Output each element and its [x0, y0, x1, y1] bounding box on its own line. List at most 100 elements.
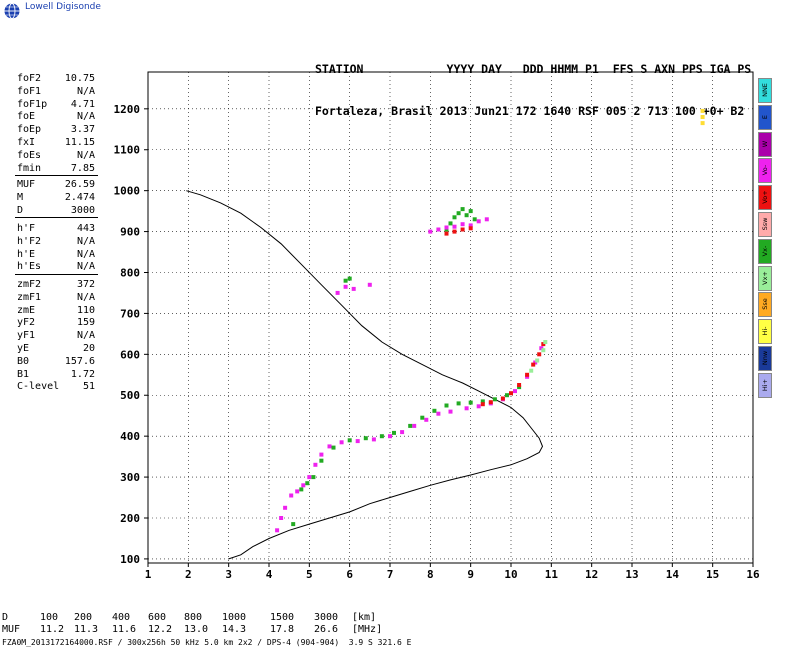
x-tick-label: 13 [625, 568, 638, 581]
legend-label: Ssw [761, 217, 769, 231]
echo-point [517, 383, 522, 387]
echo-point [363, 436, 368, 441]
y-tick-label: 1100 [114, 144, 141, 157]
echo-point [460, 207, 465, 212]
y-tick-label: 300 [120, 471, 140, 484]
param-value: N/A [76, 235, 95, 247]
x-tick-label: 3 [225, 568, 232, 581]
echo-point [436, 227, 441, 232]
legend-swatch: Vo+ [758, 185, 772, 211]
legend-label: Nnw [761, 350, 769, 366]
x-tick-label: 10 [504, 568, 517, 581]
param-row: foE N/A [17, 110, 95, 123]
echo-point [319, 458, 324, 463]
table-cell: 1500 [270, 612, 295, 623]
echo-point [537, 352, 542, 357]
echo-point [343, 278, 348, 283]
param-value: 157.6 [64, 355, 95, 367]
param-row: B0 157.6 [17, 355, 95, 368]
y-tick-label: 100 [120, 553, 140, 566]
param-value: 7.85 [70, 162, 95, 174]
table-cell: 13.0 [184, 624, 209, 635]
echo-point [480, 402, 485, 407]
x-tick-label: 8 [427, 568, 434, 581]
echo-point [464, 213, 469, 218]
param-row: zmE 110 [17, 304, 95, 317]
echo-point [484, 217, 489, 222]
y-tick-label: 600 [120, 348, 140, 361]
y-tick-label: 1200 [114, 103, 141, 116]
echo-point [531, 362, 536, 367]
unit-label: [MHz] [352, 624, 383, 635]
legend-swatch: Nnw [758, 346, 772, 371]
legend-label: W [761, 140, 769, 147]
param-row: foF1p 4.71 [17, 98, 95, 111]
y-tick-label: 200 [120, 512, 140, 525]
param-value: N/A [76, 248, 95, 260]
table-cell: 100 [40, 612, 59, 623]
param-value: 11.15 [64, 137, 95, 148]
y-tick-label: 500 [120, 389, 140, 402]
echo-point [476, 404, 481, 409]
param-row: MUF 26.59 [17, 178, 95, 191]
legend-swatch: Vx- [758, 238, 772, 264]
echo-point [432, 408, 437, 413]
param-row: h'F 443 [17, 222, 95, 235]
echo-point [351, 286, 356, 291]
param-label: h'F [17, 223, 36, 234]
param-label: foF1 [17, 85, 42, 97]
echo-point [476, 219, 481, 224]
unit-label: [km] [352, 612, 377, 623]
plot-frame [147, 71, 754, 564]
param-row: yF1 N/A [17, 329, 95, 342]
param-label: foF1p [17, 98, 48, 110]
legend-swatch: Vo- [758, 158, 772, 184]
param-row: foEp 3.37 [17, 123, 95, 136]
table-cell: 17.8 [270, 624, 295, 635]
param-label: yE [17, 343, 30, 354]
legend-swatch: Sse [758, 292, 772, 318]
x-tick-label: 4 [266, 568, 273, 581]
param-label: zmE [17, 304, 36, 316]
param-label: h'E [17, 248, 36, 260]
header-values: Fortaleza, Brasil 2013 Jun21 172 1640 RS… [315, 104, 745, 118]
echo-point [299, 487, 304, 492]
x-tick-label: 16 [746, 568, 760, 581]
legend-label: Vo+ [761, 190, 769, 204]
param-row: foF2 10.75 [17, 72, 95, 85]
table-cell: 11.6 [112, 624, 137, 635]
row-label: D [2, 612, 9, 623]
echo-point [543, 340, 548, 344]
x-tick-label: 6 [346, 568, 353, 581]
echo-point [456, 211, 461, 216]
param-label: B1 [17, 368, 30, 380]
param-value: 443 [76, 223, 95, 234]
legend-label: Vx- [761, 245, 769, 257]
x-tick-label: 7 [387, 568, 394, 581]
echo-point [347, 438, 352, 443]
echo-point [388, 434, 392, 439]
param-row: h'Es N/A [17, 260, 95, 273]
echo-point [500, 396, 505, 401]
echo-point [488, 400, 493, 405]
param-value: N/A [76, 85, 95, 97]
echo-point [464, 406, 469, 411]
echo-point [444, 403, 449, 408]
param-label: fmin [17, 162, 42, 174]
table-cell: 400 [112, 612, 131, 623]
echo-point [452, 229, 457, 234]
param-value: 159 [76, 317, 95, 329]
echo-point [367, 282, 372, 287]
param-separator [15, 274, 98, 276]
echo-point [301, 483, 306, 488]
param-row: h'F2 N/A [17, 235, 95, 248]
param-label: D [17, 204, 24, 216]
param-value: 2.474 [64, 191, 95, 203]
param-row: fmin 7.85 [17, 162, 95, 175]
param-label: foEs [17, 149, 42, 161]
echo-point [343, 284, 348, 289]
echo-point [460, 227, 465, 232]
echo-point [541, 348, 546, 353]
param-row: foF1 N/A [17, 85, 95, 98]
